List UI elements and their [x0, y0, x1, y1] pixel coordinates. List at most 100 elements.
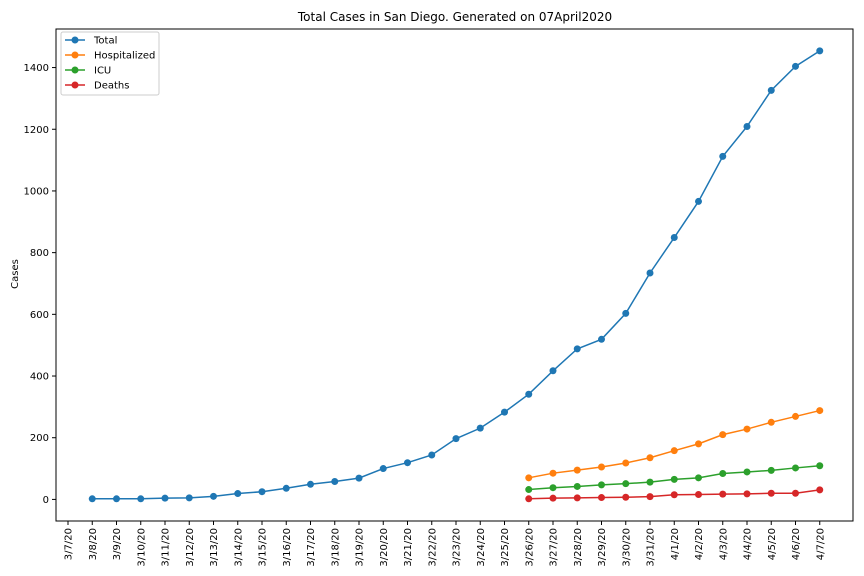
data-point: [792, 464, 799, 472]
data-point: [210, 492, 217, 500]
x-tick-label: 3/28/20: [573, 528, 584, 567]
data-point: [670, 234, 678, 242]
data-point: [816, 486, 824, 494]
series-icu: [525, 462, 824, 494]
data-point: [695, 197, 702, 205]
data-point: [646, 454, 654, 462]
legend: Total Hospitalized ICU Deaths: [60, 31, 160, 96]
x-tick-label: 3/25/20: [500, 528, 511, 567]
y-axis-label: Cases: [10, 259, 21, 289]
data-point: [695, 490, 702, 498]
data-point: [622, 480, 630, 488]
x-tick-label: 3/7/20: [64, 528, 75, 560]
x-tick-label: 4/4/20: [743, 528, 754, 560]
data-point: [379, 465, 387, 473]
data-point: [137, 495, 145, 503]
data-point: [549, 494, 557, 502]
data-point: [670, 491, 678, 499]
x-tick-label: 3/29/20: [597, 528, 608, 567]
x-tick-label: 3/16/20: [282, 528, 293, 567]
data-point: [185, 494, 193, 502]
x-tick-label: 3/8/20: [88, 528, 99, 560]
data-point: [598, 494, 605, 502]
data-point: [598, 335, 605, 343]
data-point: [573, 345, 581, 353]
x-tick-label: 4/7/20: [815, 528, 826, 560]
data-point: [646, 493, 654, 501]
legend-label: Total: [93, 36, 117, 47]
x-tick-label: 3/18/20: [330, 528, 341, 567]
data-point: [113, 495, 120, 503]
legend-marker: [71, 36, 79, 44]
data-point: [719, 470, 727, 477]
data-point: [646, 269, 654, 277]
data-point: [549, 469, 557, 477]
y-tick-label: 1000: [24, 186, 49, 197]
x-tick-label: 4/3/20: [718, 528, 729, 560]
data-point: [743, 425, 751, 433]
data-point: [404, 459, 411, 467]
x-tick-label: 3/13/20: [209, 528, 220, 567]
data-point: [525, 474, 533, 482]
data-point: [695, 474, 702, 482]
data-point: [501, 408, 508, 416]
x-tick-label: 4/1/20: [670, 528, 681, 560]
x-tick-label: 3/24/20: [476, 528, 487, 567]
data-point: [719, 490, 727, 498]
data-point: [307, 480, 314, 488]
data-point: [598, 463, 605, 471]
data-point: [767, 86, 775, 94]
data-point: [549, 367, 557, 375]
legend-marker: [71, 51, 79, 59]
data-point: [258, 488, 266, 496]
x-tick-label: 3/12/20: [185, 528, 196, 567]
data-point: [525, 390, 533, 398]
data-point: [525, 486, 533, 494]
data-point: [573, 466, 581, 474]
y-tick-label: 1200: [24, 125, 49, 136]
x-tick-label: 3/21/20: [403, 528, 414, 567]
data-point: [816, 47, 824, 55]
legend-marker: [71, 81, 79, 89]
x-tick-label: 3/31/20: [646, 528, 657, 567]
data-point: [598, 481, 605, 489]
x-tick-label: 3/22/20: [427, 528, 438, 567]
y-tick-label: 600: [30, 310, 49, 321]
x-tick-label: 3/10/20: [136, 528, 147, 567]
series-deaths: [525, 486, 824, 503]
data-point: [670, 475, 678, 483]
y-tick-label: 400: [30, 372, 49, 383]
x-tick-label: 3/23/20: [452, 528, 463, 567]
data-point: [161, 494, 169, 502]
y-tick-label: 1400: [24, 63, 49, 74]
data-point: [792, 412, 799, 420]
data-point: [743, 490, 751, 498]
data-point: [88, 495, 96, 503]
data-point: [792, 62, 799, 70]
x-tick-label: 3/15/20: [258, 528, 269, 567]
data-point: [719, 431, 727, 439]
series-total: [88, 47, 824, 503]
data-point: [767, 489, 775, 497]
chart-title: Total Cases in San Diego. Generated on 0…: [297, 10, 612, 24]
data-point: [792, 489, 799, 497]
data-point: [573, 482, 581, 490]
data-point: [816, 462, 824, 470]
data-point: [646, 478, 654, 486]
x-tick-label: 3/27/20: [549, 528, 560, 567]
data-point: [355, 474, 363, 482]
series-hospitalized: [525, 407, 824, 482]
x-tick-label: 3/26/20: [524, 528, 535, 567]
data-point: [816, 407, 824, 415]
data-point: [331, 478, 339, 486]
data-point: [622, 493, 630, 501]
y-axis: 0 200 400 600 800 1000 1200 1400: [24, 63, 56, 506]
legend-marker: [71, 66, 79, 74]
legend-box: [60, 31, 160, 96]
data-point: [719, 152, 727, 160]
legend-label: Deaths: [94, 81, 129, 92]
data-point: [525, 495, 533, 503]
data-point: [670, 447, 678, 455]
